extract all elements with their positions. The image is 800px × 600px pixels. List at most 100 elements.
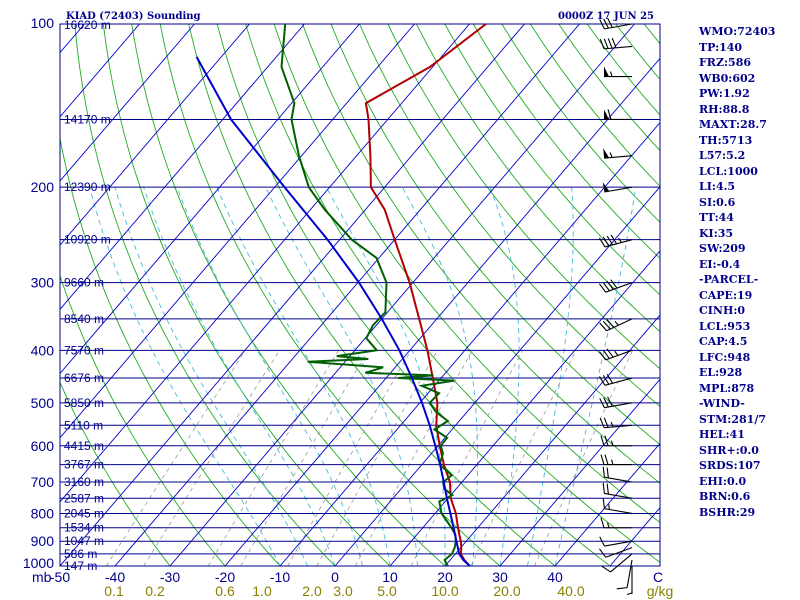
moist-adiabat	[143, 187, 336, 566]
moist-adiabat	[216, 187, 391, 566]
height-label: 2045 m	[64, 506, 104, 520]
pressure-tick-label: 300	[31, 275, 55, 291]
temperature-tick-label: -20	[215, 569, 235, 585]
index-line: EHI:0.0	[699, 474, 747, 488]
temperature-tick-label: -50	[50, 569, 70, 585]
plot-frame	[59, 23, 661, 567]
index-line: HEL:41	[699, 428, 745, 441]
wind-barb	[616, 559, 633, 590]
index-line: STM:281/7	[699, 412, 766, 426]
index-line: TP:140	[699, 40, 743, 54]
isotherm	[114, 24, 580, 566]
index-line: EL:928	[699, 366, 743, 379]
wind-barb	[599, 318, 633, 332]
wind-barb	[599, 348, 633, 361]
isotherm	[499, 378, 660, 566]
isotherm	[554, 442, 660, 566]
dewpoint-trace	[280, 24, 457, 566]
wind-barbs	[599, 17, 633, 596]
mixing-ratio-label: 5.0	[377, 583, 397, 599]
wind-barb	[604, 109, 632, 120]
height-label: 3767 m	[64, 458, 104, 472]
isobars	[59, 23, 661, 567]
mixing-ratio-label: 0.2	[145, 583, 165, 599]
height-label: 4415 m	[64, 439, 104, 453]
isotherm	[224, 57, 660, 566]
pressure-tick-label: 100	[31, 15, 55, 31]
wind-barb	[599, 37, 633, 50]
height-label: 1534 m	[64, 521, 104, 535]
mixing-ratio-line	[105, 350, 246, 566]
isotherm	[60, 24, 470, 503]
index-line: PW:1.92	[699, 87, 750, 100]
isotherm	[334, 186, 660, 566]
pressure-tick-label: 500	[31, 395, 55, 411]
temperature-tick-label: 40	[547, 569, 563, 585]
wind-barb	[600, 517, 632, 529]
temperature-tick-label: 10	[382, 569, 398, 585]
mixing-ratio-label: 10.0	[431, 583, 458, 599]
height-label: 6676 m	[64, 371, 104, 385]
index-line: -WIND-	[699, 397, 745, 410]
mixing-ratio-lines	[105, 350, 634, 566]
temperature-tick-label: 20	[437, 569, 453, 585]
wind-barb	[603, 148, 633, 159]
mixing-ratio-label: 1.0	[252, 583, 272, 599]
mixing-ratio-label: g/kg	[647, 583, 673, 599]
moist-adiabat	[527, 187, 574, 566]
wind-barb	[600, 454, 632, 466]
index-line: LCL:953	[699, 319, 751, 333]
index-line: FRZ:586	[699, 56, 752, 69]
wind-barb	[602, 466, 633, 483]
index-line: WB0:602	[699, 71, 756, 85]
wind-barb	[599, 547, 633, 558]
index-line: LI:4.5	[699, 180, 736, 193]
isotherm	[389, 250, 660, 566]
index-line: SRDS:107	[699, 459, 761, 472]
isotherm	[60, 24, 415, 439]
pressure-tick-label: 900	[31, 533, 55, 549]
dry-adiabat	[188, 24, 556, 566]
isotherm	[444, 314, 660, 566]
isotherm	[60, 24, 525, 566]
wind-barb	[601, 553, 633, 573]
isotherm	[60, 24, 195, 182]
height-label: 3160 m	[64, 475, 104, 489]
mixing-ratio-line	[534, 350, 634, 566]
index-line: EI:-0.4	[699, 257, 741, 271]
temperature-tick-label: -30	[160, 569, 180, 585]
height-label: 9660 m	[64, 276, 104, 290]
sounding-traces	[195, 24, 487, 566]
index-line: MAXT:28.7	[699, 118, 767, 131]
height-label: 8540 m	[64, 312, 104, 326]
isotherm	[279, 121, 660, 566]
wind-barb	[599, 279, 633, 293]
index-line: BSHR:29	[699, 505, 756, 519]
index-line: WMO:72403	[699, 25, 776, 38]
wind-barb	[599, 536, 633, 547]
index-line: MPL:878	[699, 381, 755, 395]
index-line: CAP:4.5	[699, 335, 748, 348]
height-label: 586 m	[64, 547, 97, 561]
wind-barb	[602, 498, 633, 515]
isotherm	[0, 24, 29, 566]
pressure-unit-label: mb	[32, 569, 52, 585]
temperature-tick-label: 0	[331, 569, 339, 585]
moist-adiabat	[554, 187, 637, 566]
temperature-tick-label: -40	[105, 569, 125, 585]
mixing-ratio-line	[207, 350, 340, 566]
wind-barb	[626, 566, 633, 596]
index-line: SHR+:0.0	[699, 443, 759, 457]
axis-labels: 16620 m 14170 m 12390 m 10920 m 9660 m 8540 m…	[23, 15, 673, 599]
mixing-ratio-label: 2.0	[302, 583, 322, 599]
mixing-ratio-label: 20.0	[493, 583, 520, 599]
height-label: 5110 m	[64, 418, 103, 432]
wind-barb	[599, 17, 633, 30]
station-title: KIAD (72403) Sounding	[66, 11, 201, 22]
wind-barb	[602, 482, 633, 499]
mixing-ratio-line	[470, 350, 577, 566]
index-line: CAPE:19	[699, 288, 753, 302]
wind-barb	[599, 417, 633, 429]
height-label: 16620 m	[64, 18, 111, 32]
